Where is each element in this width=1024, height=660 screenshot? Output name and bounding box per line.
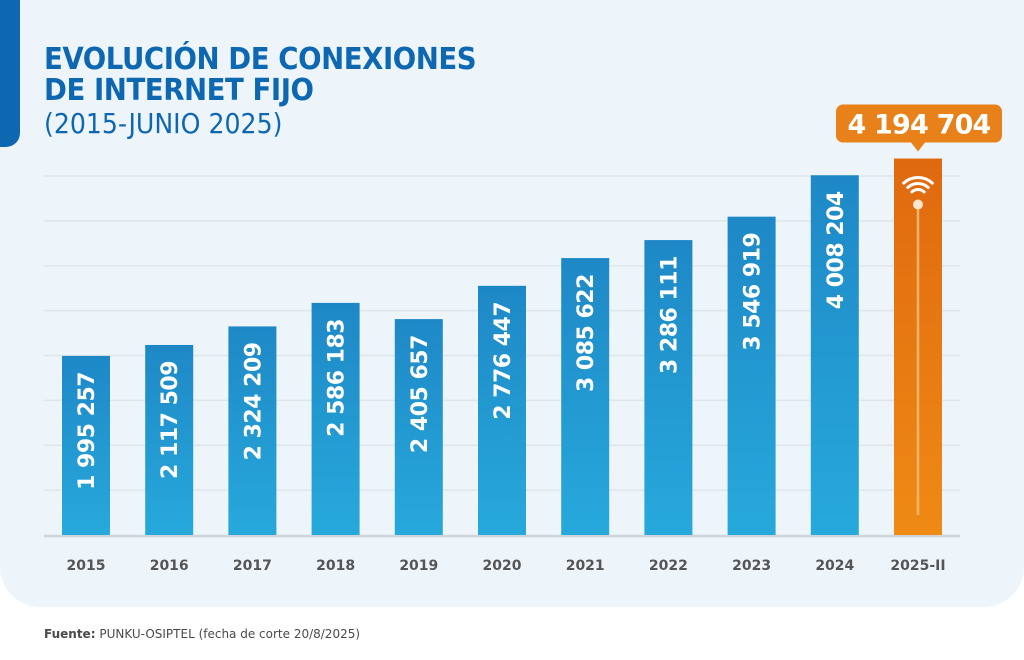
bar-value-label: 3 546 919 bbox=[741, 233, 766, 351]
highlight-callout: 4 194 704 bbox=[836, 104, 1002, 152]
bar-chart: 1 995 257 2 117 509 2 324 209 2 586 183 2 40… bbox=[44, 104, 1002, 574]
bar-value-label: 4 008 204 bbox=[824, 191, 849, 309]
title-line-1: EVOLUCIÓN DE CONEXIONES bbox=[44, 42, 477, 77]
source-label: Fuente: bbox=[44, 627, 96, 641]
bars: 1 995 257 2 117 509 2 324 209 2 586 183 2 40… bbox=[62, 104, 1002, 536]
accent-tab bbox=[0, 0, 20, 147]
bar bbox=[810, 175, 859, 536]
highlight-value-label: 4 194 704 bbox=[847, 110, 990, 141]
bar-value-label: 3 286 111 bbox=[657, 256, 682, 374]
x-tick-label: 2018 bbox=[316, 558, 355, 574]
wifi-icon bbox=[902, 176, 934, 210]
bar-value-label: 3 085 622 bbox=[574, 274, 599, 392]
bar bbox=[561, 258, 610, 535]
bar bbox=[62, 355, 110, 535]
x-axis-labels: 2015 2016 2017 2018 2019 2020 2021 2022 2023 2024… bbox=[67, 558, 946, 574]
bar-group: 3 085 622 bbox=[561, 258, 610, 535]
bar-group: 2 405 657 bbox=[394, 319, 443, 535]
bar-highlight-group: 4 194 704 bbox=[836, 104, 1002, 535]
bar-group: 4 008 204 bbox=[810, 175, 859, 536]
x-tick-label: 2016 bbox=[150, 558, 189, 574]
bar-value-label: 2 117 509 bbox=[158, 361, 183, 479]
bar bbox=[644, 240, 693, 535]
bar-group: 2 586 183 bbox=[311, 302, 360, 535]
bar-group: 2 776 447 bbox=[478, 285, 526, 535]
source-text: PUNKU-OSIPTEL (fecha de corte 20/8/2025) bbox=[99, 627, 361, 641]
chart-title: EVOLUCIÓN DE CONEXIONES DE INTERNET FIJO bbox=[44, 42, 477, 108]
x-tick-label: 2015 bbox=[67, 558, 106, 574]
bar bbox=[478, 285, 526, 535]
bar-value-label: 2 324 209 bbox=[241, 342, 266, 460]
bar-group: 3 286 111 bbox=[644, 240, 693, 535]
x-tick-label: 2020 bbox=[483, 558, 522, 574]
bar bbox=[145, 344, 194, 535]
title-line-2: DE INTERNET FIJO bbox=[44, 73, 314, 108]
x-tick-label: 2023 bbox=[732, 558, 771, 574]
x-tick-label: 2021 bbox=[566, 558, 605, 574]
bar bbox=[228, 326, 277, 535]
bar-value-label: 2 776 447 bbox=[491, 302, 516, 420]
source-note: Fuente: PUNKU-OSIPTEL (fecha de corte 20… bbox=[44, 627, 360, 641]
bar-value-label: 2 405 657 bbox=[408, 335, 433, 453]
x-tick-label: 2024 bbox=[815, 558, 854, 574]
bar-group: 1 995 257 bbox=[62, 355, 110, 535]
x-tick-label: 2022 bbox=[649, 558, 688, 574]
bar-value-label: 2 586 183 bbox=[325, 319, 350, 437]
bar-group: 3 546 919 bbox=[727, 216, 776, 536]
bar-group: 2 324 209 bbox=[228, 326, 277, 535]
bar bbox=[394, 319, 443, 535]
bar-value-label: 1 995 257 bbox=[75, 372, 100, 490]
x-tick-label: 2019 bbox=[399, 558, 438, 574]
bar bbox=[311, 302, 360, 535]
bar bbox=[727, 216, 776, 536]
x-tick-label: 2025-II bbox=[890, 558, 945, 574]
chart-subtitle: (2015-JUNIO 2025) bbox=[44, 107, 283, 140]
bar-group: 2 117 509 bbox=[145, 344, 194, 535]
x-tick-label: 2017 bbox=[233, 558, 272, 574]
